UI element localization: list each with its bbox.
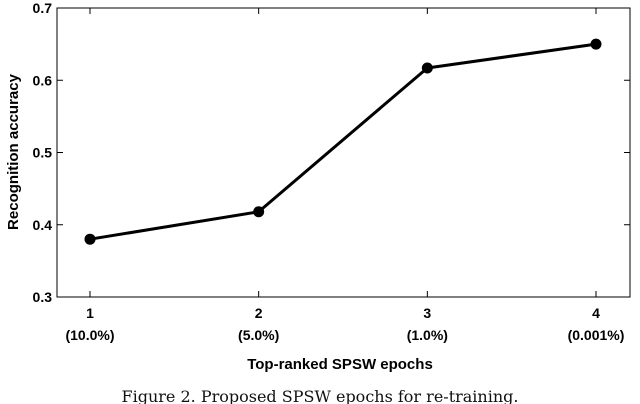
y-axis-title: Recognition accuracy	[5, 73, 22, 230]
x-tick-sublabel: (10.0%)	[65, 327, 114, 343]
y-tick-label: 0.6	[33, 72, 53, 88]
x-tick-sublabel: (5.0%)	[238, 327, 279, 343]
y-tick-label: 0.3	[33, 289, 53, 305]
x-tick-label: 4	[592, 305, 600, 321]
series-line	[89, 42, 597, 241]
x-tick-label: 2	[255, 305, 263, 321]
x-tick-label: 1	[86, 305, 94, 321]
y-axis: 0.3 0.4 0.5 0.6 0.7	[33, 0, 630, 305]
x-tick-sublabel: (0.001%)	[568, 327, 625, 343]
data-point	[84, 233, 96, 245]
series-group	[84, 38, 602, 245]
y-tick-label: 0.5	[33, 145, 53, 161]
x-axis: 1 (10.0%) 2 (5.0%) 3 (1.0%) 4 (0.001%)	[65, 8, 624, 343]
y-tick-label: 0.4	[33, 217, 53, 233]
y-tick-label: 0.7	[33, 0, 53, 16]
data-point	[253, 206, 265, 218]
data-point	[590, 38, 602, 50]
x-tick-label: 3	[423, 305, 431, 321]
x-tick-sublabel: (1.0%)	[407, 327, 448, 343]
data-point	[421, 62, 433, 74]
figure-caption: Figure 2. Proposed SPSW epochs for re-tr…	[122, 387, 519, 404]
x-axis-title: Top-ranked SPSW epochs	[247, 356, 433, 373]
